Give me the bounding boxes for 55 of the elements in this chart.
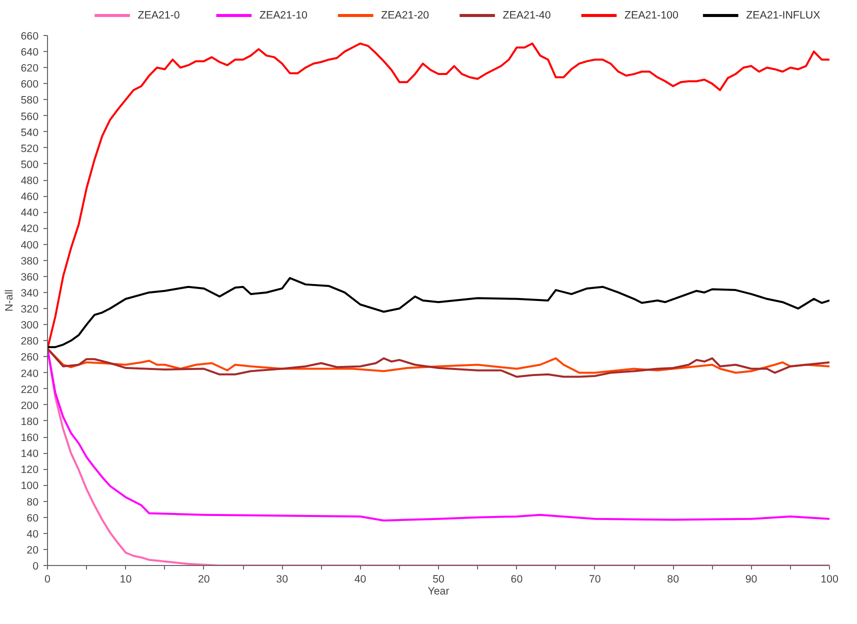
x-tick-label: 50: [432, 574, 444, 586]
y-tick-label: 180: [20, 416, 39, 428]
x-tick-label: 60: [510, 574, 523, 586]
y-tick-label: 580: [20, 94, 39, 107]
y-tick-label: 380: [20, 255, 39, 268]
y-axis-title: N-all: [4, 290, 16, 312]
y-tick-label: 260: [20, 352, 39, 364]
y-tick-label: 620: [20, 62, 39, 75]
y-tick-label: 280: [20, 336, 39, 348]
y-tick-label: 660: [20, 30, 39, 42]
legend-label: ZEA21-100: [624, 10, 678, 22]
y-tick-label: 20: [26, 544, 39, 556]
y-tick-label: 140: [20, 448, 39, 460]
y-tick-label: 340: [20, 287, 39, 300]
x-tick-label: 30: [276, 574, 288, 586]
y-tick-label: 400: [20, 239, 39, 252]
y-tick-label: 420: [20, 223, 39, 236]
y-tick-label: 320: [20, 304, 39, 316]
y-tick-label: 80: [26, 496, 39, 508]
y-tick-label: 540: [20, 126, 39, 139]
y-tick-label: 560: [20, 110, 39, 123]
y-tick-label: 500: [20, 158, 39, 171]
y-tick-label: 100: [20, 480, 39, 492]
y-tick-label: 460: [20, 191, 39, 204]
legend-label: ZEA21-20: [381, 10, 430, 22]
x-tick-label: 100: [820, 574, 838, 586]
legend-label: ZEA21-0: [138, 10, 180, 22]
x-tick-label: 80: [667, 574, 680, 586]
y-tick-label: 220: [20, 384, 39, 396]
x-axis-title: Year: [428, 586, 450, 598]
legend-label: ZEA21-10: [259, 10, 308, 22]
legend-label: ZEA21-INFLUX: [746, 10, 820, 22]
x-tick-label: 10: [120, 574, 132, 586]
y-tick-label: 440: [20, 207, 39, 220]
y-tick-label: 520: [20, 142, 39, 155]
line-series: [48, 42, 830, 350]
y-tick-label: 0: [32, 560, 39, 572]
y-tick-label: 160: [20, 432, 39, 444]
y-tick-label: 480: [20, 175, 39, 188]
y-tick-label: 360: [20, 271, 39, 284]
line-series: [48, 277, 830, 348]
y-tick-label: 60: [26, 512, 39, 524]
y-tick-label: 300: [20, 320, 39, 332]
y-tick-label: 240: [20, 368, 39, 380]
y-tick-label: 640: [20, 46, 39, 59]
legend-label: ZEA21-40: [502, 10, 551, 22]
y-tick-label: 600: [20, 78, 39, 91]
y-tick-label: 40: [26, 528, 39, 540]
x-tick-label: 20: [198, 574, 210, 586]
x-tick-label: 90: [745, 574, 758, 586]
y-tick-label: 120: [20, 464, 39, 476]
x-tick-label: 70: [588, 574, 601, 586]
x-tick-label: 0: [44, 574, 51, 586]
y-tick-label: 200: [20, 400, 39, 412]
x-tick-label: 40: [354, 574, 366, 586]
